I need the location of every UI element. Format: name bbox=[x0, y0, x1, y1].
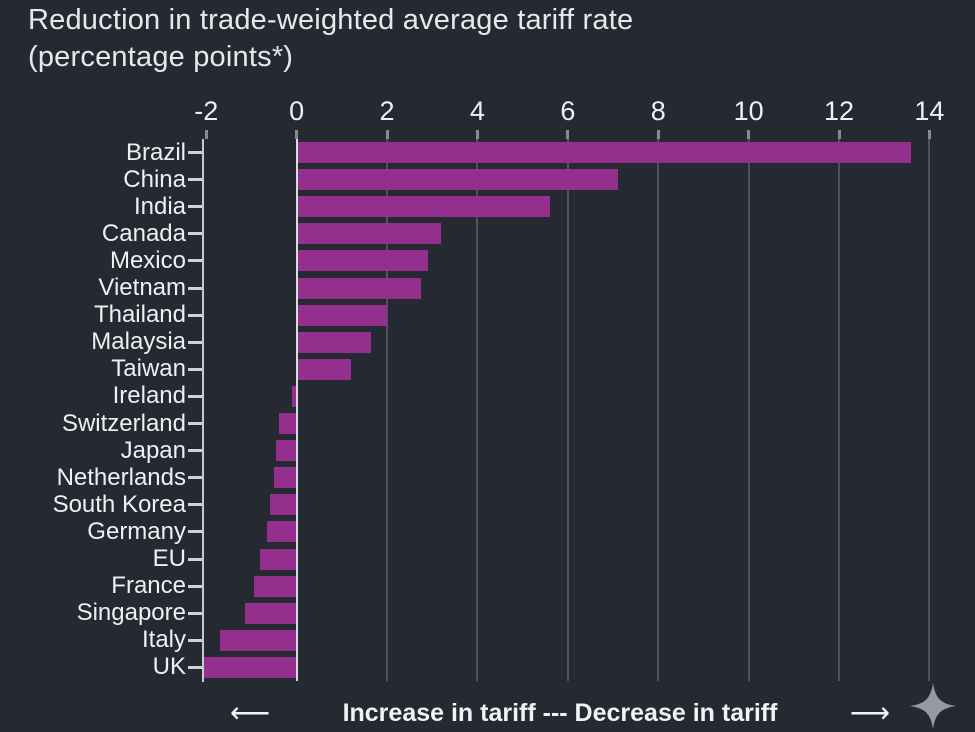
country-label: Netherlands bbox=[56, 463, 186, 491]
bar-germany bbox=[267, 521, 297, 543]
country-label: China bbox=[123, 165, 186, 193]
x-tick bbox=[566, 130, 570, 139]
gridline-6 bbox=[566, 139, 569, 681]
x-tick bbox=[927, 130, 931, 139]
y-tick bbox=[188, 286, 202, 290]
gridline-8 bbox=[657, 139, 660, 681]
x-tick bbox=[204, 130, 208, 139]
y-tick bbox=[188, 665, 202, 669]
x-tick bbox=[295, 130, 299, 139]
country-label: Singapore bbox=[76, 599, 186, 627]
country-label: South Korea bbox=[52, 490, 186, 518]
country-label: Ireland bbox=[112, 382, 186, 410]
y-tick bbox=[188, 449, 202, 453]
country-label: India bbox=[133, 192, 186, 220]
y-tick bbox=[188, 205, 202, 209]
x-tick bbox=[385, 130, 389, 139]
country-label: Taiwan bbox=[111, 355, 186, 383]
x-tick-label: 12 bbox=[824, 96, 855, 126]
x-tick-label: 10 bbox=[733, 96, 764, 126]
bar-singapore bbox=[244, 602, 297, 624]
bar-india bbox=[296, 196, 550, 218]
y-tick bbox=[188, 178, 202, 182]
bar-italy bbox=[219, 629, 297, 651]
y-tick bbox=[188, 232, 202, 236]
bar-uk bbox=[201, 656, 297, 678]
bar-china bbox=[296, 169, 618, 191]
x-tick-label: 6 bbox=[560, 96, 576, 126]
bar-thailand bbox=[296, 304, 388, 326]
country-label: Japan bbox=[120, 436, 186, 464]
y-tick bbox=[188, 638, 202, 642]
country-label: Germany bbox=[87, 517, 186, 545]
bar-switzerland bbox=[278, 413, 297, 435]
direction-legend: ⟵ Increase in tariff --- Decrease in tar… bbox=[230, 696, 890, 730]
y-tick bbox=[188, 476, 202, 480]
y-tick bbox=[188, 151, 202, 155]
four-point-star-icon bbox=[909, 682, 957, 730]
chart-title-line1: Reduction in trade-weighted average tari… bbox=[28, 4, 634, 36]
bar-eu bbox=[260, 548, 297, 570]
gridline-14 bbox=[928, 139, 931, 681]
gridline-10 bbox=[747, 139, 750, 681]
x-tick bbox=[475, 130, 479, 139]
gridline-12 bbox=[838, 139, 841, 681]
country-label: Thailand bbox=[93, 301, 186, 329]
y-tick bbox=[188, 584, 202, 588]
x-tick-label: 14 bbox=[914, 96, 945, 126]
bar-netherlands bbox=[274, 467, 297, 489]
x-tick-label: -2 bbox=[194, 96, 219, 126]
x-tick bbox=[747, 130, 751, 139]
y-axis-spine bbox=[202, 139, 204, 682]
y-tick bbox=[188, 367, 202, 371]
bar-canada bbox=[296, 223, 442, 245]
y-tick bbox=[188, 503, 202, 507]
bar-malaysia bbox=[296, 331, 372, 353]
y-tick bbox=[188, 394, 202, 398]
gridline-2 bbox=[386, 139, 389, 681]
y-tick bbox=[188, 611, 202, 615]
country-label: Canada bbox=[101, 219, 186, 247]
country-label: Malaysia bbox=[91, 328, 186, 356]
country-label: Switzerland bbox=[61, 409, 186, 437]
y-tick bbox=[188, 530, 202, 534]
y-tick bbox=[188, 313, 202, 317]
country-label: Vietnam bbox=[98, 274, 186, 302]
country-label: Mexico bbox=[109, 246, 186, 274]
bar-ireland bbox=[292, 385, 297, 407]
country-label: Italy bbox=[141, 626, 186, 654]
chart-title-line2: (percentage points*) bbox=[28, 41, 294, 73]
y-tick bbox=[188, 422, 202, 426]
direction-legend-label: Increase in tariff --- Decrease in tarif… bbox=[342, 698, 778, 727]
x-tick-label: 0 bbox=[289, 96, 305, 126]
x-tick-label: 4 bbox=[469, 96, 485, 126]
bar-taiwan bbox=[296, 358, 351, 380]
x-tick-label: 8 bbox=[650, 96, 666, 126]
bar-vietnam bbox=[296, 277, 421, 299]
bar-france bbox=[253, 575, 297, 597]
bar-mexico bbox=[296, 250, 428, 272]
x-tick bbox=[656, 130, 660, 139]
y-tick bbox=[188, 259, 202, 263]
y-tick bbox=[188, 340, 202, 344]
country-label: EU bbox=[152, 545, 186, 573]
chart-title: Reduction in trade-weighted average tari… bbox=[28, 2, 633, 76]
x-tick bbox=[837, 130, 841, 139]
left-arrow-icon: ⟵ bbox=[230, 696, 271, 728]
y-tick bbox=[188, 557, 202, 561]
x-tick-label: 2 bbox=[379, 96, 395, 126]
bar-south-korea bbox=[269, 494, 297, 516]
zero-axis-line bbox=[295, 139, 298, 681]
bar-brazil bbox=[296, 142, 912, 164]
gridline-4 bbox=[476, 139, 479, 681]
country-label: Brazil bbox=[125, 138, 186, 166]
country-label: France bbox=[111, 572, 186, 600]
right-arrow-icon: ⟶ bbox=[849, 696, 890, 728]
bar-japan bbox=[276, 440, 297, 462]
country-label: UK bbox=[152, 653, 186, 681]
